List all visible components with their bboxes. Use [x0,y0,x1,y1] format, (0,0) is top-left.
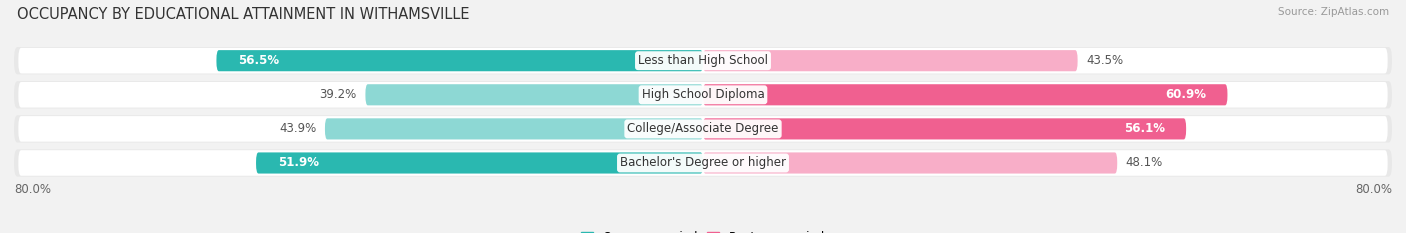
FancyBboxPatch shape [18,82,1388,108]
Text: 80.0%: 80.0% [1355,183,1392,196]
FancyBboxPatch shape [217,50,703,71]
Text: OCCUPANCY BY EDUCATIONAL ATTAINMENT IN WITHAMSVILLE: OCCUPANCY BY EDUCATIONAL ATTAINMENT IN W… [17,7,470,22]
Text: College/Associate Degree: College/Associate Degree [627,122,779,135]
FancyBboxPatch shape [14,81,1392,108]
FancyBboxPatch shape [18,116,1388,142]
FancyBboxPatch shape [18,150,1388,176]
Text: 56.5%: 56.5% [238,54,278,67]
Text: High School Diploma: High School Diploma [641,88,765,101]
Text: 51.9%: 51.9% [277,157,319,169]
Text: 48.1%: 48.1% [1126,157,1163,169]
FancyBboxPatch shape [325,118,703,140]
FancyBboxPatch shape [703,118,1187,140]
Text: 80.0%: 80.0% [14,183,51,196]
Text: 43.9%: 43.9% [278,122,316,135]
Text: 39.2%: 39.2% [319,88,357,101]
FancyBboxPatch shape [256,152,703,174]
FancyBboxPatch shape [14,115,1392,143]
Legend: Owner-occupied, Renter-occupied: Owner-occupied, Renter-occupied [576,226,830,233]
FancyBboxPatch shape [703,50,1077,71]
FancyBboxPatch shape [14,149,1392,177]
Text: Less than High School: Less than High School [638,54,768,67]
Text: Bachelor's Degree or higher: Bachelor's Degree or higher [620,157,786,169]
FancyBboxPatch shape [14,47,1392,74]
Text: 43.5%: 43.5% [1087,54,1123,67]
FancyBboxPatch shape [366,84,703,105]
Text: 60.9%: 60.9% [1166,88,1206,101]
FancyBboxPatch shape [703,84,1227,105]
FancyBboxPatch shape [18,48,1388,73]
FancyBboxPatch shape [703,152,1118,174]
Text: Source: ZipAtlas.com: Source: ZipAtlas.com [1278,7,1389,17]
Text: 56.1%: 56.1% [1123,122,1164,135]
